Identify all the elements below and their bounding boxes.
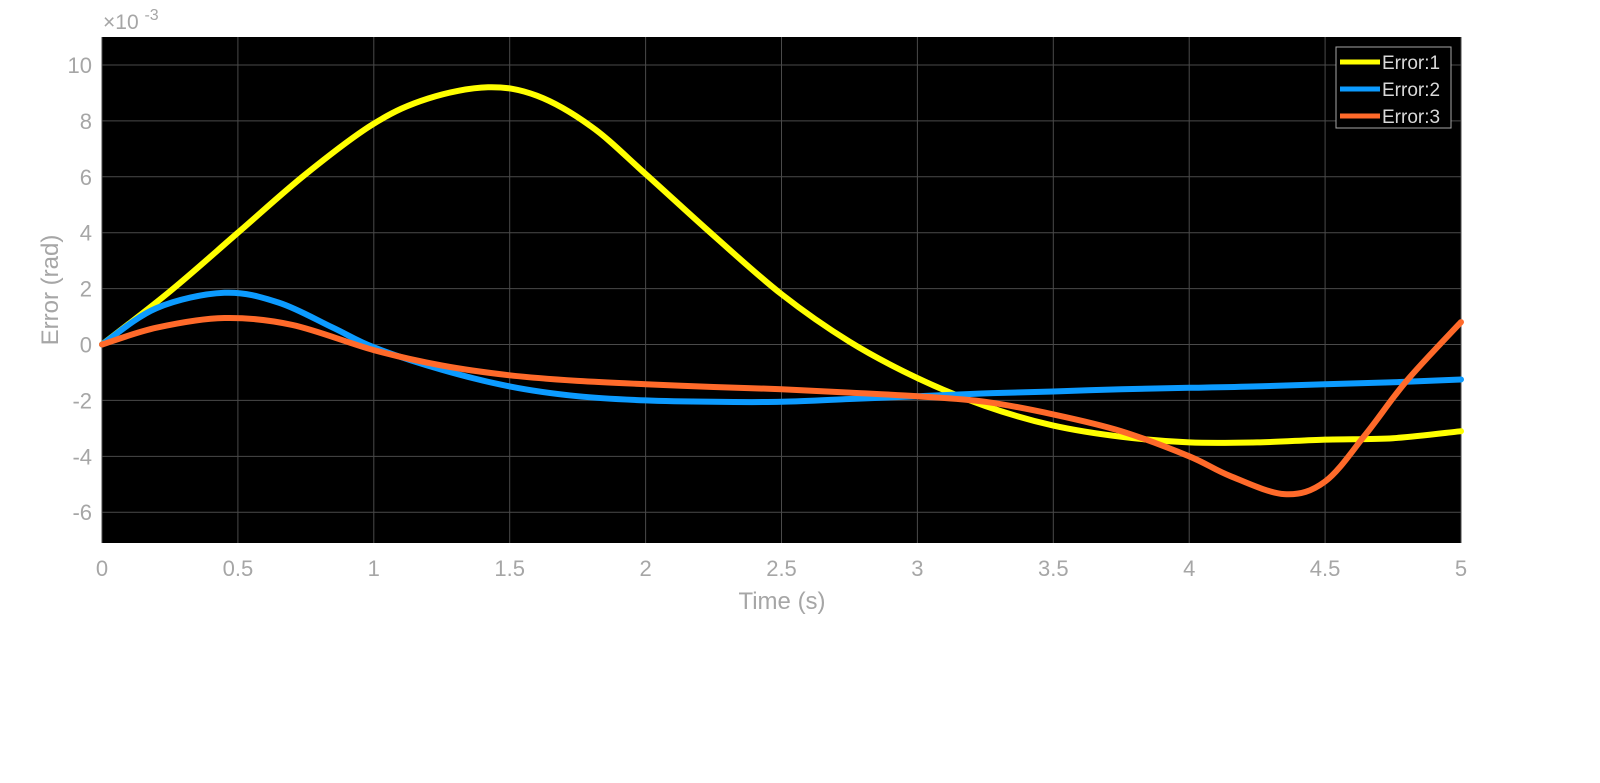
series-line-error-2	[99, 289, 1464, 406]
y-axis-label: Error (rad)	[37, 235, 64, 346]
legend: Error:1 Error:2 Error:3	[1335, 46, 1452, 129]
x-tick-label: 0.5	[223, 556, 254, 581]
x-tick-label: 2.5	[766, 556, 797, 581]
y-tick-label: -6	[72, 500, 92, 525]
y-tick-label: 4	[80, 221, 92, 246]
x-tick-label: 3	[911, 556, 923, 581]
legend-label-error-1: Error:1	[1382, 53, 1440, 74]
legend-label-error-3: Error:3	[1382, 107, 1440, 128]
series-layer	[99, 84, 1464, 498]
y-tick-label: 2	[80, 277, 92, 302]
x-tick-label: 3.5	[1038, 556, 1069, 581]
legend-label-error-2: Error:2	[1382, 80, 1440, 101]
y-exponent-base: ×10	[103, 11, 139, 34]
y-tick-label: 6	[80, 165, 92, 190]
x-tick-label: 0	[96, 556, 108, 581]
series-line-error-3	[99, 314, 1464, 498]
y-tick-labels: -6 -4 -2 0 2 4 6 8 10	[68, 53, 92, 525]
x-tick-label: 1.5	[494, 556, 525, 581]
y-tick-label: -2	[72, 388, 92, 413]
series-line-error-1	[99, 84, 1464, 446]
y-tick-label: -4	[72, 444, 92, 469]
x-tick-labels: 0 0.5 1 1.5 2 2.5 3 3.5 4 4.5 5	[96, 556, 1467, 581]
y-exponent-power: -3	[144, 7, 158, 24]
x-axis-label: Time (s)	[738, 588, 825, 615]
x-tick-label: 4.5	[1310, 556, 1341, 581]
x-tick-label: 5	[1455, 556, 1467, 581]
x-tick-label: 2	[639, 556, 651, 581]
y-tick-label: 10	[68, 53, 92, 78]
y-tick-label: 8	[80, 109, 92, 134]
x-tick-label: 1	[368, 556, 380, 581]
y-exponent-label: ×10 -3	[103, 7, 159, 34]
grid	[101, 37, 1462, 543]
y-tick-label: 0	[80, 333, 92, 358]
x-tick-label: 4	[1183, 556, 1195, 581]
